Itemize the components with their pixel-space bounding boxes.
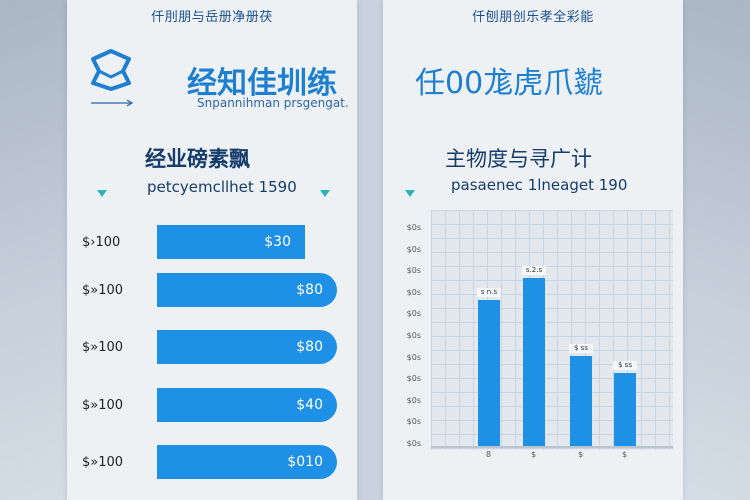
background-right [670, 0, 750, 500]
left-title: 经知佳圳练 [187, 66, 337, 101]
left-topline: 仟刖朋与岳册净册茯 [151, 10, 273, 25]
triangle-marker-icon [97, 190, 107, 197]
right-topline: 仟刨朋创乐孝全彩能 [472, 10, 594, 25]
bar [523, 278, 545, 446]
bar-value-label: $30 [264, 234, 291, 250]
triangle-marker-icon [405, 190, 415, 197]
bar-category-label: $»100 [82, 340, 124, 355]
bar: $010 [157, 445, 337, 479]
left-meta: petcyemcllhet 1590 [147, 178, 297, 196]
bar-row: $»100 $40 [67, 388, 357, 422]
y-tick-label: $0s [406, 352, 421, 362]
y-tick-label: $0s [406, 266, 421, 276]
bar-row: $»100 $80 [67, 330, 357, 364]
folded-ribbon-icon [91, 49, 134, 107]
left-section-title: 经业磅素飘 [145, 147, 250, 171]
x-tick-label: $ [578, 450, 584, 459]
y-tick-label: $0s [406, 223, 421, 232]
right-panel: 仟刨朋创乐孝全彩能 任00尨虎爪虦 主物度与寻广计 pasaenec 1lnea… [383, 0, 683, 500]
bar: $30 [157, 225, 305, 259]
x-tick-label: 8 [486, 450, 492, 459]
bar-category-label: $›100 [82, 235, 121, 250]
y-tick-label: $0s [406, 244, 421, 254]
left-subtitle: Snpannihman prsgengat. [197, 96, 349, 110]
vertical-chart-area [431, 210, 673, 450]
y-tick-label: $0s [406, 309, 421, 319]
y-tick-label: $0s [406, 395, 421, 405]
bar-value-label: $80 [296, 282, 323, 298]
bar-row: $»100 $80 [67, 273, 357, 307]
bar [478, 299, 500, 446]
y-tick-label: $0s [406, 374, 421, 384]
bar-value-label: s.2.s [522, 266, 546, 276]
bar-category-label: $»100 [82, 398, 124, 413]
left-panel: 仟刖朋与岳册净册茯 经知佳圳练 Snpannihman prsgengat. 经… [67, 0, 357, 500]
bar-value-label: $ ss [613, 360, 637, 370]
right-section-title: 主物度与寻广计 [445, 147, 592, 171]
right-title: 任00尨虎爪虦 [415, 66, 604, 101]
y-tick-label: $0s [406, 331, 421, 340]
bar-value-label: $ ss [569, 344, 593, 354]
bar: $80 [157, 273, 337, 307]
right-meta: pasaenec 1lneaget 190 [451, 176, 628, 194]
x-tick-label: $ [622, 450, 628, 459]
bar-value-label: $80 [296, 339, 323, 355]
y-tick-label: $0s [406, 287, 421, 297]
bar-value-label: $010 [287, 454, 323, 470]
bar-category-label: $»100 [82, 455, 124, 470]
triangle-marker-icon [320, 190, 330, 197]
x-tick-label: $ [531, 450, 537, 459]
y-tick-label: $0s [406, 417, 421, 427]
bar-row: $»100 $010 [67, 445, 357, 479]
bar-category-label: $»100 [82, 283, 124, 298]
bar [570, 356, 592, 446]
bar-value-label: $40 [296, 397, 323, 413]
bar: $80 [157, 330, 337, 364]
background-left [0, 0, 80, 500]
y-tick-label: $0s [406, 439, 421, 448]
bar-value-label: s n.s [477, 287, 501, 297]
x-axis-baseline [431, 446, 673, 448]
bar [614, 372, 636, 446]
bar: $40 [157, 388, 337, 422]
bar-row: $›100 $30 [67, 225, 357, 259]
